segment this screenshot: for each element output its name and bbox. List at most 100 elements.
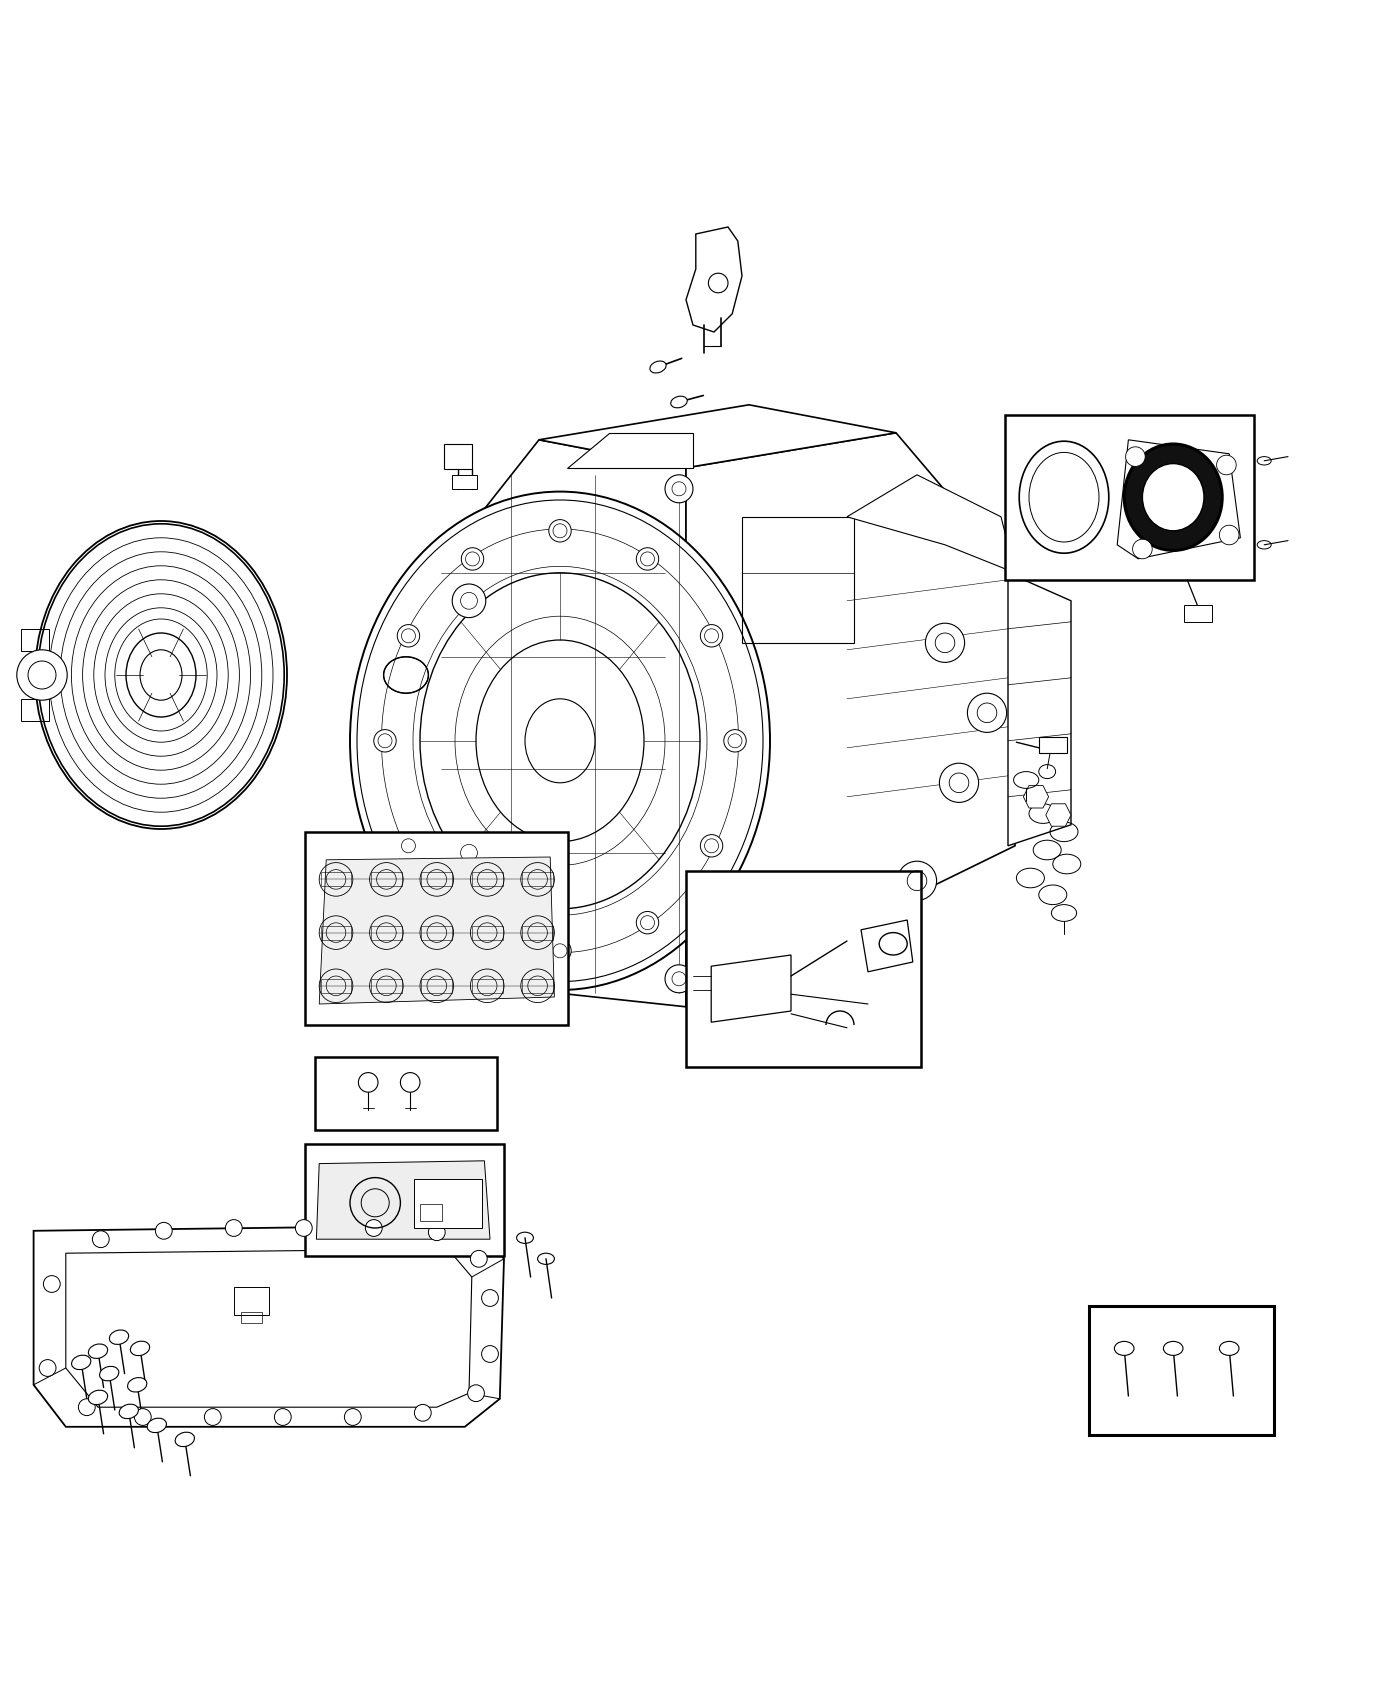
Bar bbox=[421, 925, 452, 940]
Bar bbox=[241, 1312, 262, 1323]
Ellipse shape bbox=[99, 1367, 119, 1380]
Ellipse shape bbox=[384, 656, 428, 694]
Circle shape bbox=[78, 1399, 95, 1416]
Bar bbox=[371, 925, 402, 940]
Ellipse shape bbox=[350, 491, 770, 989]
Polygon shape bbox=[34, 1226, 504, 1426]
Ellipse shape bbox=[175, 1431, 195, 1447]
Ellipse shape bbox=[127, 1377, 147, 1392]
Polygon shape bbox=[441, 930, 567, 986]
Bar bbox=[371, 872, 402, 886]
Circle shape bbox=[967, 694, 1007, 733]
Circle shape bbox=[482, 1290, 498, 1306]
Bar bbox=[21, 629, 49, 651]
Circle shape bbox=[1126, 447, 1145, 466]
Circle shape bbox=[365, 1219, 382, 1236]
Bar bbox=[371, 979, 402, 993]
Bar bbox=[742, 517, 854, 643]
Ellipse shape bbox=[650, 360, 666, 372]
Bar bbox=[21, 663, 49, 687]
Polygon shape bbox=[1008, 573, 1071, 847]
Bar bbox=[321, 979, 351, 993]
Polygon shape bbox=[711, 955, 791, 1022]
Ellipse shape bbox=[35, 520, 287, 830]
Circle shape bbox=[462, 547, 484, 570]
Circle shape bbox=[1133, 539, 1152, 559]
Circle shape bbox=[468, 1386, 484, 1401]
Circle shape bbox=[225, 1219, 242, 1236]
Circle shape bbox=[470, 1251, 487, 1266]
Circle shape bbox=[344, 1409, 361, 1425]
Circle shape bbox=[452, 836, 486, 870]
Ellipse shape bbox=[1114, 1341, 1134, 1355]
Circle shape bbox=[428, 1224, 445, 1241]
Circle shape bbox=[636, 547, 659, 570]
Bar bbox=[421, 872, 452, 886]
Ellipse shape bbox=[1142, 464, 1204, 530]
Bar bbox=[305, 1144, 504, 1256]
Bar bbox=[1039, 736, 1067, 753]
Bar bbox=[321, 925, 351, 940]
Polygon shape bbox=[319, 857, 554, 1005]
Circle shape bbox=[134, 1409, 151, 1425]
Bar bbox=[1005, 415, 1254, 580]
Ellipse shape bbox=[88, 1345, 108, 1358]
Ellipse shape bbox=[370, 707, 437, 760]
Circle shape bbox=[155, 1222, 172, 1239]
Circle shape bbox=[398, 835, 420, 857]
Polygon shape bbox=[686, 228, 742, 332]
Ellipse shape bbox=[1219, 1341, 1239, 1355]
Bar bbox=[414, 1180, 482, 1227]
Circle shape bbox=[204, 1409, 221, 1425]
Polygon shape bbox=[316, 1161, 490, 1239]
Circle shape bbox=[39, 1360, 56, 1377]
Circle shape bbox=[274, 1409, 291, 1425]
Circle shape bbox=[400, 1073, 420, 1091]
Polygon shape bbox=[861, 920, 913, 972]
Bar bbox=[522, 925, 553, 940]
Ellipse shape bbox=[119, 1404, 139, 1418]
Ellipse shape bbox=[671, 396, 687, 408]
Polygon shape bbox=[567, 434, 693, 468]
Ellipse shape bbox=[1163, 1341, 1183, 1355]
Bar bbox=[452, 474, 477, 490]
Circle shape bbox=[414, 1404, 431, 1421]
Bar bbox=[472, 872, 503, 886]
Bar bbox=[472, 925, 503, 940]
Polygon shape bbox=[847, 474, 1015, 573]
Polygon shape bbox=[693, 957, 791, 979]
Polygon shape bbox=[539, 405, 896, 468]
Bar bbox=[234, 1287, 269, 1314]
Bar bbox=[686, 870, 921, 1068]
Polygon shape bbox=[1046, 804, 1071, 826]
Circle shape bbox=[92, 1231, 109, 1248]
Bar bbox=[1089, 1306, 1274, 1435]
Ellipse shape bbox=[147, 1418, 167, 1433]
Circle shape bbox=[665, 966, 693, 993]
Ellipse shape bbox=[88, 1391, 108, 1404]
Circle shape bbox=[665, 474, 693, 503]
Circle shape bbox=[17, 649, 67, 700]
Bar bbox=[472, 979, 503, 993]
Polygon shape bbox=[1117, 440, 1240, 559]
Bar bbox=[522, 979, 553, 993]
Circle shape bbox=[724, 729, 746, 751]
Ellipse shape bbox=[1124, 444, 1222, 551]
Circle shape bbox=[374, 729, 396, 751]
Bar bbox=[420, 1204, 442, 1221]
Polygon shape bbox=[686, 434, 1015, 1006]
Circle shape bbox=[549, 520, 571, 542]
Bar bbox=[421, 979, 452, 993]
Circle shape bbox=[939, 763, 979, 802]
Circle shape bbox=[1217, 456, 1236, 474]
Circle shape bbox=[700, 624, 722, 648]
Circle shape bbox=[452, 585, 486, 617]
Ellipse shape bbox=[71, 1355, 91, 1370]
Circle shape bbox=[43, 1275, 60, 1292]
Polygon shape bbox=[1023, 785, 1049, 808]
Bar bbox=[315, 1057, 497, 1131]
Ellipse shape bbox=[879, 933, 907, 955]
Ellipse shape bbox=[130, 1341, 150, 1355]
Bar bbox=[305, 831, 568, 1025]
Circle shape bbox=[295, 1219, 312, 1236]
